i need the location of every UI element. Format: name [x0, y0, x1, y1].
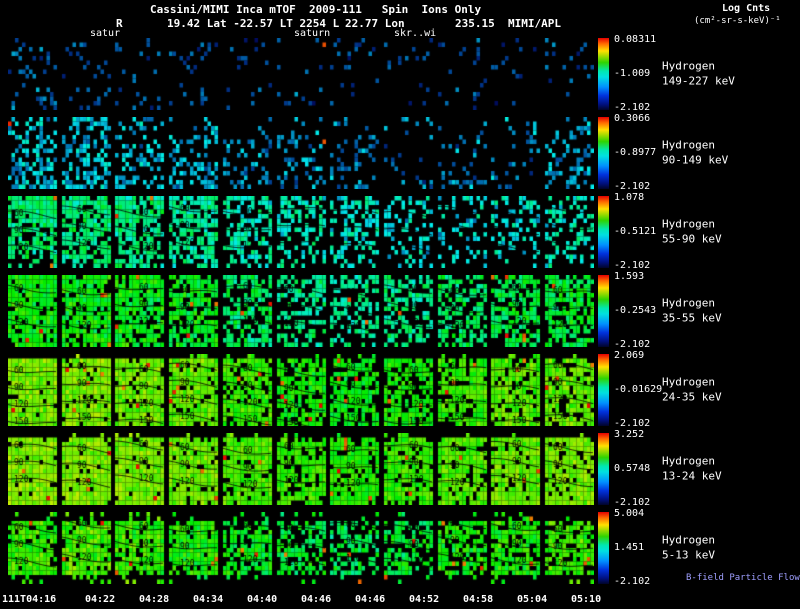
band-row-6: 5.004 1.451 -2.102 Hydrogen 5-13 keV: [8, 509, 800, 587]
colorbar-max: 2.069: [614, 350, 645, 361]
heatmap-canvas: [8, 512, 594, 584]
time-tick: 111T04:16: [2, 594, 57, 605]
colorbar-labels: 3.252 0.5748 -2.102: [614, 430, 662, 508]
colorbar-max: 1.593: [614, 271, 645, 282]
band-energy: 24-35 keV: [662, 391, 722, 404]
colorbar-mid: -0.5121: [614, 226, 657, 237]
colorbar: [598, 117, 609, 189]
band-energy: 13-24 keV: [662, 470, 722, 483]
annotation-saturn: saturn: [294, 28, 331, 39]
colorbar-labels: 1.078 -0.5121 -2.102: [614, 193, 662, 271]
status-longitude: 22.77 Lon: [345, 17, 405, 30]
colorbar-max: 5.004: [614, 508, 645, 519]
colorbar: [598, 38, 609, 110]
band-species: Hydrogen: [662, 138, 715, 152]
colorbar-mid: 0.5748: [614, 463, 651, 474]
colorbar-units: (cm²-sr-s-keV)⁻¹: [694, 16, 781, 26]
band-row-2: 1.078 -0.5121 -2.102 Hydrogen 55-90 keV: [8, 193, 800, 271]
band-energy: 90-149 keV: [662, 154, 729, 167]
colorbar: [598, 354, 609, 426]
time-tick: 04:58: [463, 594, 494, 605]
colorbar-mid: -0.2543: [614, 305, 657, 316]
band-label: Hydrogen 90-149 keV: [662, 138, 728, 169]
heatmap-canvas: [8, 275, 594, 347]
colorbar: [598, 275, 609, 347]
heatmap-canvas: [8, 433, 594, 505]
time-tick: 04:40: [247, 594, 278, 605]
band-label: Hydrogen 35-55 keV: [662, 296, 722, 327]
status-mimi-apl: 235.15 MIMI/APL: [455, 17, 561, 30]
time-tick: 04:28: [139, 594, 170, 605]
band-label: Hydrogen 55-90 keV: [662, 217, 722, 248]
colorbar-max: 3.252: [614, 429, 645, 440]
colorbar: [598, 196, 609, 268]
band-species: Hydrogen: [662, 59, 715, 73]
time-tick: 04:46: [355, 594, 386, 605]
band-energy: 35-55 keV: [662, 312, 722, 325]
colorbar-labels: 1.593 -0.2543 -2.102: [614, 272, 662, 350]
time-axis: 111T04:16 04:22 04:28 04:34 04:40 04:46 …: [0, 594, 800, 608]
colorbar-max: 1.078: [614, 192, 645, 203]
band-label: Hydrogen 149-227 keV: [662, 59, 735, 90]
band-species: Hydrogen: [662, 296, 715, 310]
time-tick: 05:04: [517, 594, 548, 605]
band-row-1: 0.3066 -0.8977 -2.102 Hydrogen 90-149 ke…: [8, 114, 800, 192]
colorbar-min: -2.102: [614, 102, 651, 113]
colorbar-units-title: Log Cnts: [722, 3, 771, 14]
band-species: Hydrogen: [662, 454, 715, 468]
heatmap-canvas: [8, 354, 594, 426]
status-ephemeris: 19.42 Lat -22.57 LT 2254 L: [167, 17, 340, 30]
annotation-satur: satur: [90, 28, 121, 39]
colorbar-mid: -1.009: [614, 68, 651, 79]
band-energy: 55-90 keV: [662, 233, 722, 246]
page-title: Cassini/MIMI Inca mTOF 2009-111 Spin Ion…: [150, 3, 482, 16]
time-tick: 04:46: [301, 594, 332, 605]
colorbar-min: -2.102: [614, 339, 651, 350]
colorbar-min: -2.102: [614, 418, 651, 429]
colorbar-max: 0.3066: [614, 113, 651, 124]
colorbar-mid: -0.01629: [614, 384, 663, 395]
band-label: Hydrogen 5-13 keV: [662, 533, 715, 564]
band-row-0: 0.08311 -1.009 -2.102 Hydrogen 149-227 k…: [8, 35, 800, 113]
time-tick: 05:10: [571, 594, 602, 605]
colorbar-labels: 5.004 1.451 -2.102: [614, 509, 662, 587]
heatmap-canvas: [8, 196, 594, 268]
band-species: Hydrogen: [662, 533, 715, 547]
colorbar-mid: -0.8977: [614, 147, 657, 158]
band-energy: 5-13 keV: [662, 549, 715, 562]
band-row-4: 2.069 -0.01629 -2.102 Hydrogen 24-35 keV: [8, 351, 800, 429]
heatmap-canvas: [8, 38, 594, 110]
colorbar-min: -2.102: [614, 260, 651, 271]
colorbar: [598, 433, 609, 505]
band-species: Hydrogen: [662, 375, 715, 389]
status-r-label: R: [116, 17, 123, 30]
colorbar-min: -2.102: [614, 497, 651, 508]
time-tick: 04:22: [85, 594, 116, 605]
band-label: Hydrogen 24-35 keV: [662, 375, 722, 406]
colorbar-min: -2.102: [614, 576, 651, 587]
spectrogram-rows: 0.08311 -1.009 -2.102 Hydrogen 149-227 k…: [8, 35, 800, 591]
time-tick: 04:34: [193, 594, 224, 605]
colorbar: [598, 512, 609, 584]
colorbar-mid: 1.451: [614, 542, 645, 553]
bfield-particle-flow-label: B-field Particle Flow: [686, 573, 800, 583]
colorbar-labels: 0.08311 -1.009 -2.102: [614, 35, 662, 113]
band-species: Hydrogen: [662, 217, 715, 231]
heatmap-canvas: [8, 117, 594, 189]
band-label: Hydrogen 13-24 keV: [662, 454, 722, 485]
band-row-3: 1.593 -0.2543 -2.102 Hydrogen 35-55 keV: [8, 272, 800, 350]
colorbar-min: -2.102: [614, 181, 651, 192]
time-tick: 04:52: [409, 594, 440, 605]
colorbar-labels: 2.069 -0.01629 -2.102: [614, 351, 662, 429]
colorbar-max: 0.08311: [614, 34, 657, 45]
band-energy: 149-227 keV: [662, 75, 735, 88]
band-row-5: 3.252 0.5748 -2.102 Hydrogen 13-24 keV: [8, 430, 800, 508]
annotation-skr: skr..wi: [394, 28, 437, 39]
colorbar-labels: 0.3066 -0.8977 -2.102: [614, 114, 662, 192]
